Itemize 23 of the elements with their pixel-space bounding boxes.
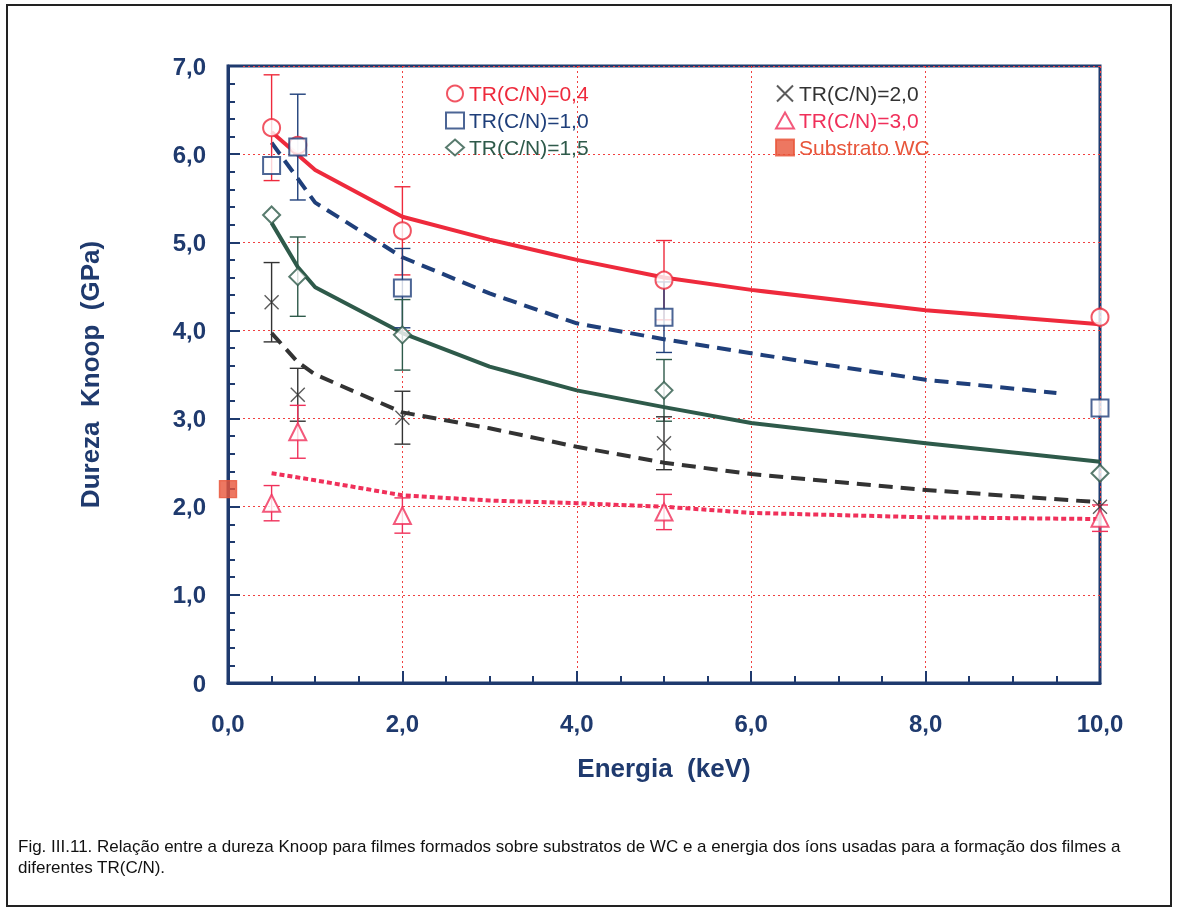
x-tick-label: 6,0: [734, 709, 768, 737]
text: Fig. III.11. Relação entre a dureza Knoop para filmes formados sobre substratos de WC e a energia dos íons usadas para a formação dos filmes a diferentes TR(C/N).: [18, 836, 1122, 878]
legend-label: TR(C/N)=1,5: [469, 136, 589, 159]
x-tick-label: 4,0: [560, 709, 594, 737]
x-tick-label: 8,0: [908, 709, 943, 737]
x-tick-label: 2,0: [385, 709, 420, 737]
x-axis-title: Energia (keV): [577, 753, 751, 783]
y-axis-title: Dureza Knoop (GPa): [75, 240, 105, 509]
y-tick-label: 4,0: [172, 316, 206, 344]
y-tick-label: 2,0: [172, 493, 206, 521]
y-tick-label: 0: [192, 669, 206, 697]
y-tick-label: 3,0: [172, 405, 206, 433]
x-tick-label: 0,0: [211, 709, 245, 737]
y-tick-label: 5,0: [172, 228, 206, 256]
y-tick-label: 1,0: [172, 581, 206, 609]
legend-label: TR(C/N)=1,0: [469, 109, 589, 132]
legend-label: Substrato WC: [799, 136, 930, 159]
legend-label: TR(C/N)=3,0: [799, 109, 919, 132]
x-tick-label: 10,0: [1076, 709, 1124, 737]
legend-label: TR(C/N)=0,4: [469, 82, 589, 105]
y-tick-label: 6,0: [172, 140, 206, 168]
legend-label: TR(C/N)=2,0: [799, 82, 919, 105]
y-tick-label: 7,0: [172, 52, 206, 80]
